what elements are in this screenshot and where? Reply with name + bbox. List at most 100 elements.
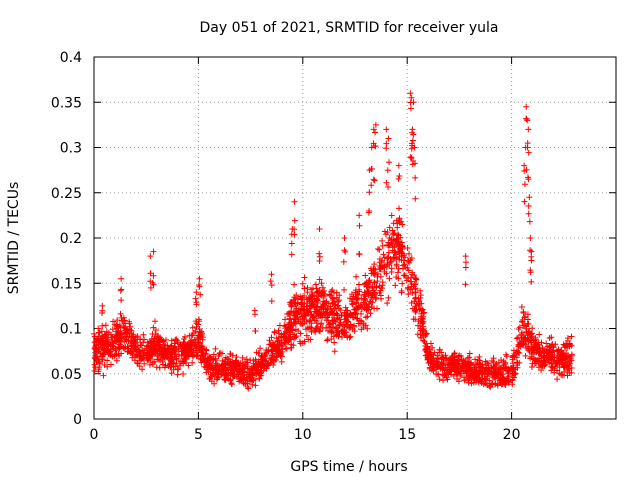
data-point: [219, 361, 226, 368]
data-point: [287, 333, 294, 340]
y-tick-label: 0.1: [60, 322, 82, 338]
data-point: [317, 324, 324, 331]
data-point: [525, 126, 532, 133]
data-point: [411, 160, 418, 167]
data-point: [326, 291, 333, 298]
data-point: [366, 189, 373, 196]
data-point: [372, 295, 379, 302]
data-point: [334, 331, 341, 338]
data-point: [116, 345, 123, 352]
data-point: [365, 209, 372, 216]
data-point: [443, 355, 450, 362]
data-point: [139, 366, 146, 373]
data-point: [303, 332, 310, 339]
data-point: [274, 337, 281, 344]
data-point: [357, 310, 364, 317]
data-point: [258, 372, 265, 379]
data-point: [276, 342, 283, 349]
data-point: [459, 362, 466, 369]
data-point: [564, 352, 571, 359]
data-point: [477, 363, 484, 370]
data-point: [504, 375, 511, 382]
data-point: [336, 305, 343, 312]
data-point: [188, 349, 195, 356]
data-point: [408, 145, 415, 152]
data-point: [410, 316, 417, 323]
data-point: [101, 341, 108, 348]
data-point: [172, 350, 179, 357]
data-point: [329, 286, 336, 293]
data-point: [150, 272, 157, 279]
data-point: [192, 295, 199, 302]
data-point: [535, 364, 542, 371]
data-point: [287, 323, 294, 330]
data-point: [481, 368, 488, 375]
data-point: [443, 374, 450, 381]
data-point: [136, 347, 143, 354]
data-point: [362, 280, 369, 287]
data-point: [292, 308, 299, 315]
data-point: [319, 303, 326, 310]
data-point: [319, 284, 326, 291]
data-point: [316, 327, 323, 334]
data-point: [314, 304, 321, 311]
data-point: [99, 335, 106, 342]
data-point: [271, 329, 278, 336]
data-point: [457, 372, 464, 379]
data-point: [99, 322, 106, 329]
data-point: [528, 253, 535, 260]
data-point: [307, 308, 314, 315]
data-point: [413, 276, 420, 283]
data-point: [305, 336, 312, 343]
data-point: [201, 350, 208, 357]
data-point: [118, 286, 125, 293]
data-point: [105, 348, 112, 355]
data-point: [114, 337, 121, 344]
data-point: [114, 317, 121, 324]
data-point: [276, 322, 283, 329]
x-tick-label: 20: [503, 427, 521, 443]
data-point: [554, 376, 561, 383]
data-point: [301, 274, 308, 281]
data-point: [417, 287, 424, 294]
data-point: [255, 370, 262, 377]
data-point: [203, 346, 210, 353]
data-point: [362, 300, 369, 307]
data-point: [450, 372, 457, 379]
data-point: [336, 297, 343, 304]
data-point: [556, 364, 563, 371]
data-point: [260, 362, 267, 369]
data-point: [391, 249, 398, 256]
data-point: [291, 226, 298, 233]
data-point: [161, 341, 168, 348]
data-point: [180, 370, 187, 377]
data-point: [419, 320, 426, 327]
data-point: [370, 126, 377, 133]
data-point: [147, 270, 154, 277]
data-point: [394, 235, 401, 242]
data-point: [146, 338, 153, 345]
data-point: [321, 299, 328, 306]
data-point: [378, 257, 385, 264]
data-point: [130, 331, 137, 338]
data-point: [495, 359, 502, 366]
data-point: [544, 354, 551, 361]
data-point: [129, 350, 136, 357]
data-point: [308, 324, 315, 331]
data-point: [205, 368, 212, 375]
data-point: [388, 265, 395, 272]
data-point: [181, 355, 188, 362]
data-point: [416, 298, 423, 305]
data-point: [168, 370, 175, 377]
data-point: [521, 198, 528, 205]
data-point: [175, 366, 182, 373]
data-point: [228, 381, 235, 388]
data-point: [266, 337, 273, 344]
data-point: [405, 284, 412, 291]
data-point: [343, 319, 350, 326]
data-point: [420, 332, 427, 339]
data-point: [369, 299, 376, 306]
y-tick-label: 0.05: [51, 367, 82, 383]
data-point: [521, 181, 528, 188]
data-point: [215, 352, 222, 359]
